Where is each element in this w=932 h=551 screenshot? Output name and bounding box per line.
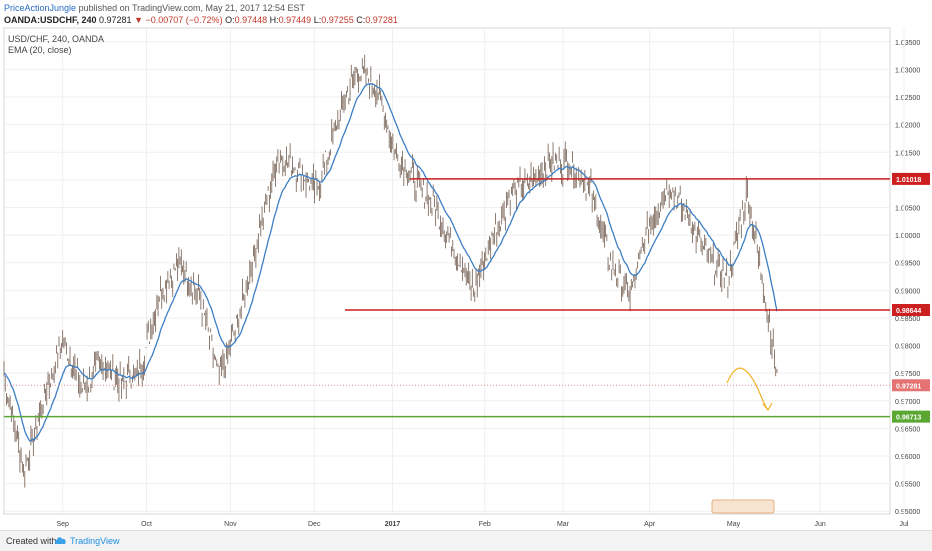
- created-with-text: Created with: [6, 536, 57, 546]
- level-price-tag: [892, 172, 930, 185]
- y-tick-label: 1.02000: [895, 123, 920, 130]
- y-tick-label: 0.97500: [895, 371, 920, 378]
- level-price-tag: [892, 410, 930, 423]
- last-price-tag: [892, 379, 930, 392]
- open-value: 0.97448: [234, 15, 268, 25]
- low-label: L:: [313, 15, 322, 25]
- publish-line: PriceActionJungle published on TradingVi…: [4, 3, 305, 13]
- last-price: 0.97281: [99, 15, 132, 25]
- x-tick-label: May: [727, 521, 741, 528]
- x-tick-label: Oct: [141, 521, 152, 528]
- y-tick-label: 1.01500: [895, 150, 920, 157]
- x-tick-label: Jul: [899, 521, 908, 528]
- published-text: published on TradingView.com, May 21, 20…: [78, 3, 306, 13]
- cloud-icon: [54, 537, 66, 544]
- y-tick-label: 0.96500: [895, 426, 920, 433]
- low-value: 0.97255: [321, 15, 354, 25]
- ema-line: [3, 82, 778, 442]
- y-tick-label: 0.98000: [895, 344, 920, 351]
- close-value: 0.97281: [365, 15, 398, 25]
- y-tick-label: 0.99500: [895, 261, 920, 268]
- x-tick-label: 2017: [385, 521, 401, 528]
- y-tick-label: 1.00000: [895, 233, 920, 240]
- x-tick-label: Dec: [308, 521, 321, 528]
- level-price-tag-label: 0.98644: [896, 308, 921, 315]
- price-bars: [3, 54, 778, 488]
- open-label: O:: [225, 15, 235, 25]
- y-tick-label: 0.98500: [895, 316, 920, 323]
- chart-symbol-label: USD/CHF, 240, OANDA: [8, 34, 105, 44]
- high-label: H:: [269, 15, 279, 25]
- high-value: 0.97449: [278, 15, 312, 25]
- projection-arrow: [726, 367, 769, 411]
- y-tick-label: 0.97000: [895, 399, 920, 406]
- ohlc-line: OANDA:USDCHF, 240 0.97281 ▼ −0.00707 (−0…: [4, 15, 398, 25]
- x-tick-label: Apr: [644, 521, 656, 528]
- x-tick-label: Nov: [224, 521, 237, 528]
- y-tick-label: 0.99000: [895, 288, 920, 295]
- y-tick-label: 1.02500: [895, 95, 920, 102]
- symbol-title: OANDA:USDCHF, 240: [4, 15, 97, 25]
- level-price-tag-label: 1.01018: [896, 177, 921, 184]
- x-tick-label: Mar: [557, 521, 570, 528]
- x-tick-label: Jun: [814, 521, 825, 528]
- ema-indicator-label: EMA (20, close): [8, 45, 72, 55]
- projection-arrowhead: [762, 402, 773, 412]
- tradingview-brand[interactable]: TradingView: [70, 536, 120, 546]
- change-value: ▼ −0.00707 (−0.72%): [134, 15, 223, 25]
- level-price-tag-label: 0.96713: [896, 415, 921, 422]
- last-price-tag-label: 0.97281: [896, 383, 921, 390]
- y-tick-label: 1.00500: [895, 205, 920, 212]
- event-badges-strip: [711, 499, 775, 514]
- close-label: C:: [356, 15, 366, 25]
- x-tick-label: Sep: [56, 521, 69, 528]
- y-tick-label: 1.03500: [895, 40, 920, 47]
- y-tick-label: 0.95000: [895, 509, 920, 516]
- plot-frame: [3, 27, 891, 515]
- y-tick-label: 0.95500: [895, 482, 920, 489]
- price-chart[interactable]: 1.03500 1.03000 1.02500 1.02000 1.01500 1.010…: [0, 0, 932, 530]
- footer-bar: Created with TradingView: [0, 530, 932, 551]
- level-price-tag: [892, 303, 930, 316]
- x-tick-label: Feb: [479, 521, 491, 528]
- author-link[interactable]: PriceActionJungle: [4, 3, 77, 13]
- y-tick-label: 1.03000: [895, 67, 920, 74]
- y-tick-label: 0.96000: [895, 454, 920, 461]
